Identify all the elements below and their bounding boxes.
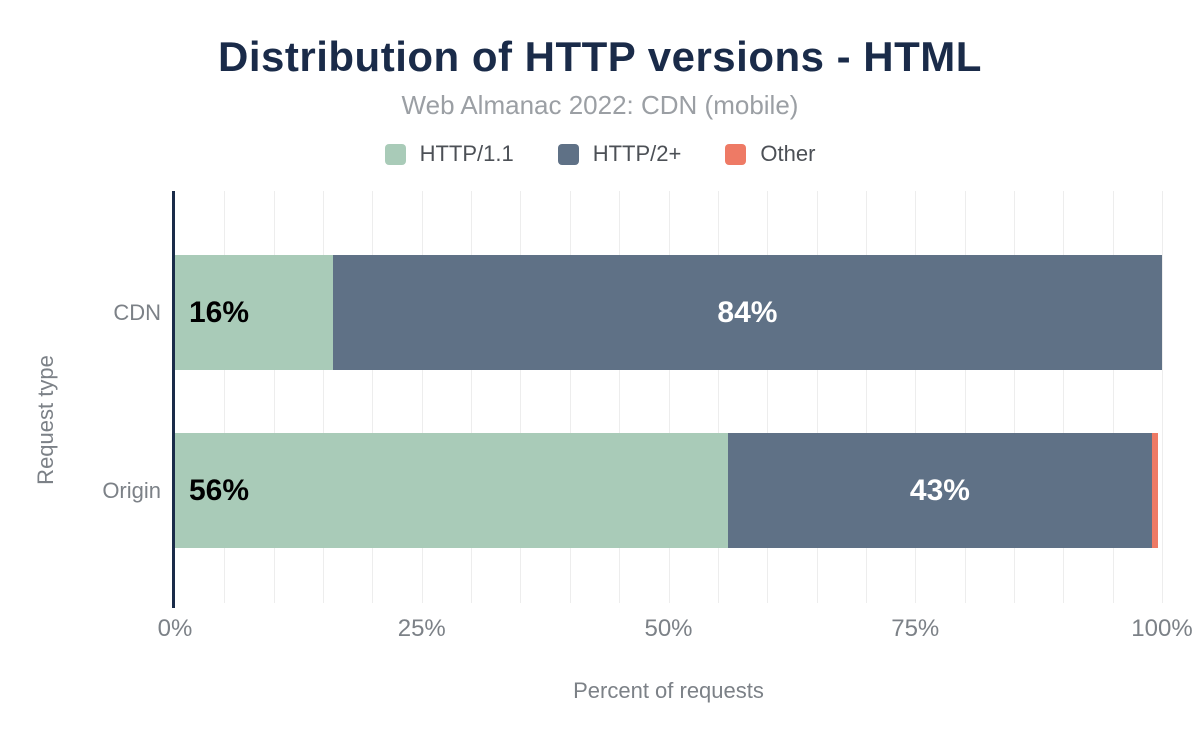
gridline — [816, 191, 818, 603]
bar-row-origin: 56% 43% — [175, 433, 1162, 548]
y-axis-title: Request type — [33, 355, 58, 485]
category-label-origin: Origin — [102, 478, 161, 503]
chart-title: Distribution of HTTP versions - HTML — [218, 33, 982, 80]
legend-swatch-icon — [384, 143, 406, 165]
chart-subtitle: Web Almanac 2022: CDN (mobile) — [401, 90, 799, 120]
gridline — [273, 191, 275, 603]
gridline — [1013, 191, 1015, 603]
gridline — [767, 191, 769, 603]
gridline — [1162, 191, 1163, 603]
gridline — [323, 191, 325, 603]
bar-row-cdn: 16% 84% — [175, 255, 1162, 370]
gridline — [372, 191, 374, 603]
gridline — [224, 191, 226, 603]
gridline — [865, 191, 867, 603]
bar-segment-http11: 16% — [175, 255, 333, 370]
plot-area: 16% 84% 56% 43% — [172, 191, 1163, 608]
legend-swatch-icon — [725, 143, 747, 165]
x-tick-label: 50% — [644, 615, 693, 642]
gridline — [569, 191, 571, 603]
bar-segment-http11: 56% — [175, 433, 728, 548]
bar-value-label: 56% — [189, 473, 250, 507]
bar-segment-other — [1152, 433, 1159, 548]
legend-item-0: HTTP/1.1 — [384, 141, 514, 167]
legend-item-2: Other — [725, 141, 815, 167]
gridline — [915, 191, 917, 603]
gridline — [471, 191, 473, 603]
gridline — [1063, 191, 1065, 603]
gridline — [1112, 191, 1114, 603]
x-tick-label: 75% — [891, 615, 940, 642]
x-tick-label: 0% — [157, 615, 193, 642]
bar-value-label: 16% — [189, 295, 250, 329]
legend-label: Other — [760, 141, 816, 166]
gridline — [520, 191, 522, 603]
legend: HTTP/1.1 HTTP/2+ Other — [0, 141, 1200, 167]
bar-segment-http2: 43% — [727, 433, 1153, 548]
x-axis-title: Percent of requests — [573, 678, 764, 703]
bar-value-label: 84% — [717, 295, 778, 329]
category-label-cdn: CDN — [113, 300, 161, 325]
x-tick-label: 100% — [1131, 615, 1193, 642]
gridline — [668, 191, 670, 603]
bar-value-label: 43% — [909, 473, 970, 507]
y-axis-line — [172, 191, 175, 608]
gridline — [964, 191, 966, 603]
x-tick-label: 25% — [397, 615, 446, 642]
gridline — [421, 191, 423, 603]
gridline — [619, 191, 621, 603]
gridline — [717, 191, 719, 603]
legend-swatch-icon — [557, 143, 579, 165]
legend-item-1: HTTP/2+ — [557, 141, 682, 167]
legend-label: HTTP/1.1 — [419, 141, 514, 166]
bar-segment-http2: 84% — [332, 255, 1162, 370]
x-axis-ticks: 0% 25% 50% 75% 100% — [158, 615, 1193, 645]
legend-label: HTTP/2+ — [592, 141, 682, 166]
